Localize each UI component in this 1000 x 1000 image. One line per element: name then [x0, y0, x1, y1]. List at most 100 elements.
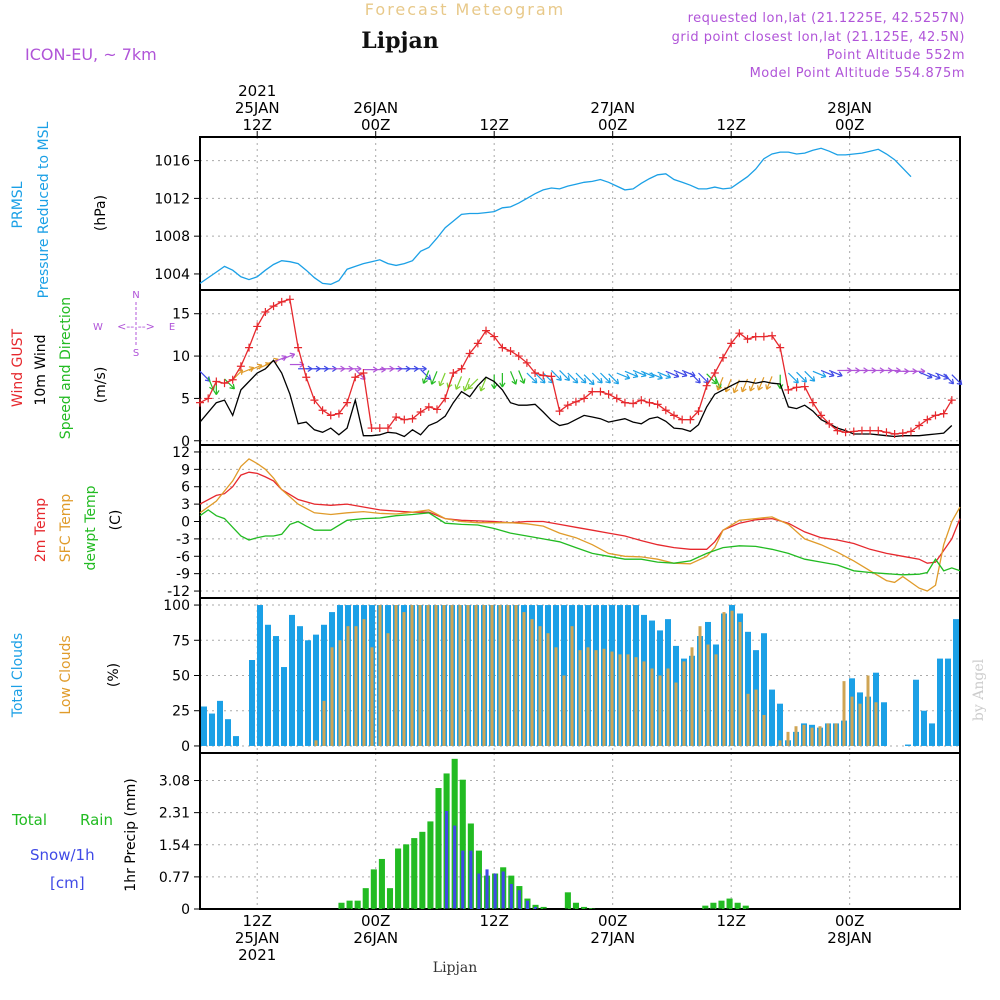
- total-cloud-bar: [905, 744, 911, 746]
- total-cloud-bar: [777, 703, 783, 746]
- low-cloud-bar: [738, 621, 742, 746]
- gust-marker: [424, 402, 433, 411]
- gust-marker: [547, 372, 556, 381]
- low-cloud-bar: [762, 714, 766, 746]
- wind-arrow-head: [690, 371, 696, 378]
- gust-marker: [898, 429, 907, 438]
- ytick-label: 1004: [154, 267, 190, 283]
- ytick-label: 100: [163, 598, 190, 614]
- wind-arrow: [689, 372, 701, 384]
- temperature-panel: -12-9 -6-30 36 912: [167, 444, 961, 600]
- wind-arrow: [550, 370, 562, 381]
- gust-marker: [800, 382, 809, 391]
- wind-arrow-head: [673, 372, 680, 379]
- wind-arrow-head: [467, 383, 473, 390]
- low-cloud-bar: [386, 633, 390, 746]
- low-cloud-bar: [730, 610, 734, 746]
- wind-arrow: [467, 378, 479, 390]
- gust-marker: [490, 332, 499, 341]
- low-cloud-bar: [746, 693, 750, 746]
- wind-arrow: [665, 370, 679, 378]
- label-total-clouds: Total Clouds: [10, 633, 26, 718]
- gust-marker: [727, 339, 736, 348]
- wind-arrow-head: [681, 371, 688, 378]
- wind-arrow: [820, 369, 835, 377]
- wind-arrow-head: [657, 373, 663, 380]
- wind-arrow: [463, 377, 471, 392]
- precip-legend: Total Rain Snow/1h [cm]: [11, 811, 113, 892]
- wind-arrow: [542, 372, 554, 384]
- wind-panel: 0 5 10 15: [172, 289, 963, 450]
- low-cloud-bar: [714, 654, 718, 746]
- wind-arrow: [224, 378, 235, 390]
- gust-marker: [874, 426, 883, 435]
- wind-arrow-head: [605, 377, 611, 384]
- pressure-line: [199, 147, 912, 285]
- snow-bar: [485, 869, 489, 909]
- wind-arrow-head: [935, 373, 941, 380]
- snow-bar: [477, 873, 481, 909]
- sfc-temp-line: [199, 458, 961, 592]
- low-cloud-bar: [682, 661, 686, 746]
- gust-marker: [482, 326, 491, 335]
- gust-marker: [890, 429, 899, 438]
- gust-marker: [318, 406, 327, 415]
- gust-marker: [571, 397, 580, 406]
- low-cloud-bar: [410, 605, 414, 746]
- wind-arrow: [796, 371, 807, 383]
- label-2m-temp: 2m Temp: [33, 498, 49, 562]
- wind-arrow: [559, 370, 570, 381]
- precip-label-cm: [cm]: [50, 874, 85, 892]
- rain-bar: [386, 888, 394, 909]
- low-cloud-bar: [794, 726, 798, 746]
- total-cloud-bar: [249, 660, 255, 746]
- gust-marker: [555, 407, 564, 416]
- bottom-tick-label: 2021: [238, 946, 276, 964]
- wind-arrow-head: [809, 376, 816, 382]
- low-cloud-bar: [546, 633, 550, 746]
- compass-w: W: [93, 322, 103, 333]
- ytick-label: 0: [181, 434, 190, 450]
- gust-marker: [408, 414, 417, 423]
- ytick-label: 10: [172, 349, 190, 365]
- credit: by Angel: [971, 658, 987, 721]
- wind-arrow: [273, 356, 287, 363]
- ytick-label: 5: [181, 391, 190, 407]
- gust-marker: [915, 421, 924, 430]
- wind-arrow: [829, 369, 843, 377]
- low-cloud-bar: [810, 727, 814, 746]
- rain-bar: [419, 831, 426, 909]
- wind-arrow: [583, 374, 595, 386]
- low-cloud-bar: [850, 696, 854, 746]
- gust-marker: [473, 339, 482, 348]
- gust-marker: [947, 396, 956, 405]
- low-cloud-bar: [642, 661, 646, 746]
- snow-bar: [461, 850, 465, 909]
- low-cloud-bar: [602, 648, 606, 746]
- gust-marker: [449, 369, 458, 378]
- total-cloud-bar: [745, 631, 751, 746]
- gust-marker: [531, 369, 540, 378]
- top-tick-label: 12Z: [716, 116, 745, 134]
- gust-marker: [768, 331, 777, 340]
- low-cloud-bar: [482, 605, 486, 746]
- gust-marker: [604, 390, 613, 399]
- wind-arrow-head: [740, 386, 747, 393]
- wind-arrow: [616, 372, 630, 379]
- wind-arrow: [624, 370, 639, 378]
- low-cloud-bar: [442, 605, 446, 746]
- wind-arrow: [439, 372, 446, 387]
- gust-marker: [759, 332, 768, 341]
- total-cloud-bar: [313, 634, 319, 746]
- wind-arrow-head: [229, 383, 236, 390]
- label-celsius: (C): [108, 510, 124, 531]
- ytick-label: 0: [181, 739, 190, 755]
- gust-marker: [817, 411, 826, 420]
- wind-arrow: [420, 369, 431, 380]
- low-cloud-bar: [522, 612, 526, 746]
- ytick-label: 50: [172, 669, 190, 685]
- wind-arrow-head: [711, 378, 718, 385]
- gust-marker: [866, 426, 875, 435]
- ytick-label: -3: [176, 532, 190, 548]
